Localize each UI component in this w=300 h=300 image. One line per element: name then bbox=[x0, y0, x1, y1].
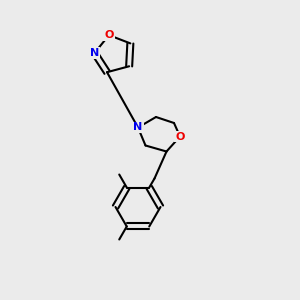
Text: N: N bbox=[90, 48, 99, 58]
Text: O: O bbox=[175, 131, 185, 142]
Text: N: N bbox=[134, 122, 142, 133]
Text: O: O bbox=[104, 30, 114, 40]
